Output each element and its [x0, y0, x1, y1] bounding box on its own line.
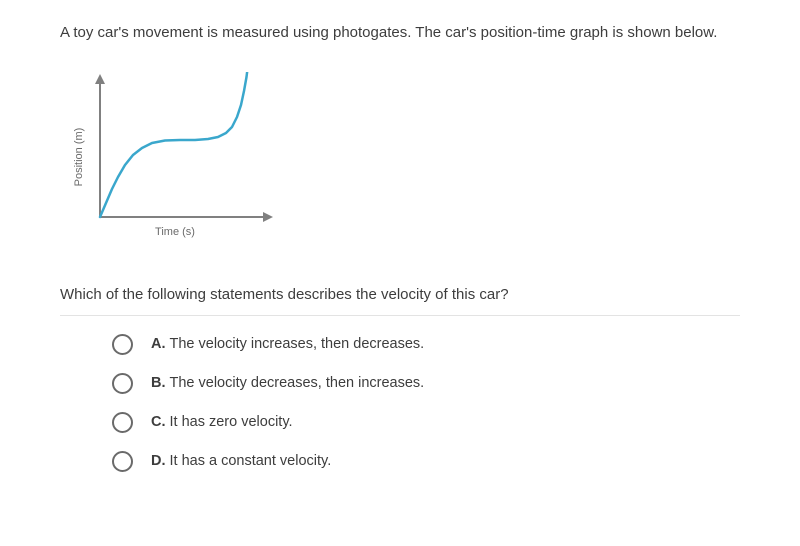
svg-text:Position (m): Position (m): [73, 127, 85, 186]
choice-text: It has a constant velocity.: [170, 453, 332, 469]
radio-icon[interactable]: [112, 412, 133, 433]
choice-c[interactable]: C.It has zero velocity.: [112, 412, 740, 433]
choice-b[interactable]: B.The velocity decreases, then increases…: [112, 373, 740, 394]
chart-svg: Time (s) Position (m): [60, 72, 290, 247]
choice-d[interactable]: D.It has a constant velocity.: [112, 451, 740, 472]
choice-label: A.The velocity increases, then decreases…: [151, 336, 424, 352]
choice-letter: A.: [151, 336, 166, 352]
radio-icon[interactable]: [112, 334, 133, 355]
choice-text: The velocity decreases, then increases.: [170, 375, 425, 391]
radio-icon[interactable]: [112, 451, 133, 472]
choice-letter: C.: [151, 414, 166, 430]
question-followup: Which of the following statements descri…: [60, 286, 740, 303]
choice-letter: D.: [151, 453, 166, 469]
answer-choices: A.The velocity increases, then decreases…: [60, 334, 740, 472]
separator: [60, 315, 740, 316]
choice-label: B.The velocity decreases, then increases…: [151, 375, 424, 391]
choice-letter: B.: [151, 375, 166, 391]
choice-a[interactable]: A.The velocity increases, then decreases…: [112, 334, 740, 355]
choice-label: D.It has a constant velocity.: [151, 453, 331, 469]
choice-text: The velocity increases, then decreases.: [170, 336, 425, 352]
radio-icon[interactable]: [112, 373, 133, 394]
position-time-chart: Time (s) Position (m): [60, 72, 740, 252]
svg-text:Time (s): Time (s): [155, 226, 195, 238]
choice-label: C.It has zero velocity.: [151, 414, 293, 430]
choice-text: It has zero velocity.: [170, 414, 293, 430]
question-prompt: A toy car's movement is measured using p…: [60, 22, 740, 44]
